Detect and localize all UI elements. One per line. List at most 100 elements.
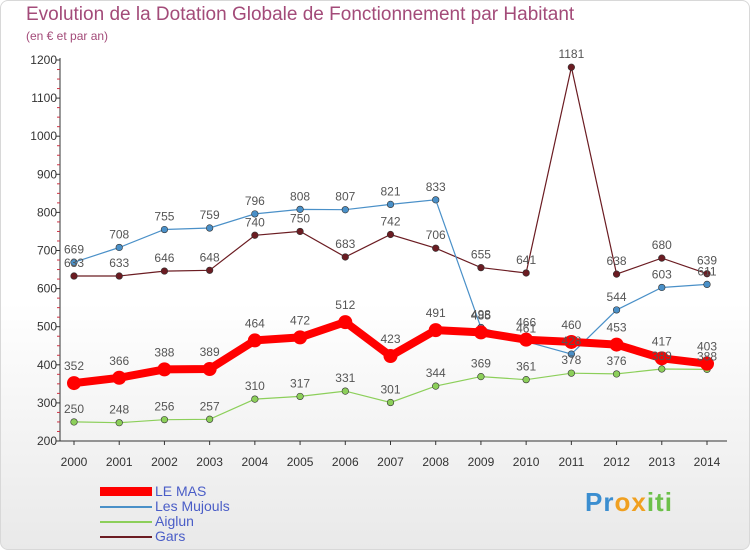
data-label-gars: 648 [200,250,220,264]
data-label-les-mujouls: 755 [154,210,174,224]
data-point-gars [206,266,214,274]
data-point-le-mas [202,361,217,376]
data-label-gars: 742 [380,214,400,228]
data-point-gars [160,267,169,275]
y-tick-label: 700 [37,244,57,258]
data-label-gars: 638 [607,254,627,268]
data-point-le-mas [564,334,579,349]
data-point-les-mujouls [386,200,395,208]
data-label-le-mas: 403 [697,340,717,354]
y-tick-label: 600 [37,282,57,296]
data-label-le-mas: 352 [64,359,84,373]
data-point-gars [115,272,123,280]
data-label-le-mas: 491 [426,306,446,320]
x-tick-label: 2007 [377,455,404,469]
data-point-le-mas [428,323,443,338]
data-label-le-mas: 485 [471,308,491,322]
data-point-gars [432,244,440,252]
data-point-aiglun [567,369,575,377]
x-tick-label: 2004 [242,455,269,469]
data-point-le-mas [157,362,172,377]
data-point-les-mujouls [115,243,123,252]
data-point-gars [612,270,621,278]
legend-label: Les Mujouls [155,498,230,514]
y-tick-label: 200 [37,434,57,448]
legend-swatch [100,536,152,538]
data-label-aiglun: 389 [652,349,672,363]
data-point-le-mas [609,337,624,352]
data-point-les-mujouls [296,205,304,213]
data-label-aiglun: 301 [380,383,400,397]
data-label-aiglun: 256 [154,400,174,414]
data-label-gars: 683 [335,237,355,251]
data-point-gars [703,270,711,278]
data-label-gars: 633 [109,256,129,270]
x-tick-label: 2013 [648,455,675,469]
data-point-les-mujouls [341,206,349,214]
data-label-aiglun: 378 [561,353,581,367]
data-label-le-mas: 417 [652,334,672,348]
data-labels-layer: 633 633 646 648 740 750 683 742 706 655 641 1181 638… [64,47,717,416]
x-tick-label: 2011 [558,455,584,469]
data-point-aiglun [341,387,349,395]
data-label-les-mujouls: 544 [607,290,627,304]
y-tick-label: 1100 [31,91,57,105]
data-label-les-mujouls: 833 [426,180,446,194]
x-tick-label: 2000 [61,455,88,469]
data-point-les-mujouls [251,210,259,218]
data-label-aiglun: 388 [697,349,717,363]
data-point-gars [658,254,666,262]
legend-label: Aiglun [155,513,194,529]
data-label-gars: 641 [516,253,536,267]
data-point-les-mujouls [206,224,214,232]
data-point-aiglun [612,370,621,378]
data-point-le-mas [473,325,488,340]
legend-label: LE MAS [155,483,207,499]
y-tick-label: 300 [37,396,57,410]
x-tick-label: 2008 [422,455,449,469]
data-label-les-mujouls: 807 [335,190,355,204]
data-label-gars: 646 [154,251,174,265]
data-point-le-mas [247,333,262,348]
data-point-gars [251,231,259,239]
data-point-aiglun [160,416,169,424]
data-label-les-mujouls: 611 [697,264,716,278]
series-layer [67,63,714,427]
data-label-les-mujouls: 669 [64,242,84,256]
chart-title: Evolution de la Dotation Globale de Fonc… [26,4,575,25]
data-point-le-mas [67,376,81,391]
data-point-gars [386,230,395,239]
data-label-aiglun: 248 [109,403,129,417]
data-point-gars [296,227,304,236]
data-label-les-mujouls: 428 [561,334,581,348]
data-label-les-mujouls: 461 [516,322,536,336]
data-label-aiglun: 376 [607,354,627,368]
x-tick-label: 2001 [106,455,133,469]
data-point-le-mas [293,330,308,345]
data-label-les-mujouls: 603 [652,267,672,281]
y-tick-label: 1200 [30,53,57,67]
data-label-le-mas: 453 [607,321,627,335]
data-point-les-mujouls [703,280,711,289]
data-label-les-mujouls: 821 [380,184,400,198]
data-point-gars [341,253,349,261]
data-label-le-mas: 472 [290,313,310,327]
data-point-gars [477,264,485,272]
data-label-gars: 740 [245,215,265,229]
legend-swatch [100,521,152,523]
data-label-aiglun: 310 [245,379,265,393]
y-tick-label: 400 [37,358,57,372]
data-label-les-mujouls: 708 [109,227,129,241]
data-label-aiglun: 331 [335,371,355,385]
data-point-le-mas [700,356,714,371]
data-label-les-mujouls: 808 [290,189,310,203]
x-tick-label: 2003 [196,455,223,469]
data-point-aiglun [206,415,214,423]
data-point-les-mujouls [658,283,666,292]
data-point-le-mas [383,349,398,364]
brand-part: ox [614,487,647,517]
x-tick-label: 2002 [151,455,178,469]
legend-swatch [100,487,152,496]
x-axis-ticks: 2000 2001 2002 2003 2004 2005 2006 2007 2008 2009… [61,441,721,469]
series-line-gars [74,67,708,277]
